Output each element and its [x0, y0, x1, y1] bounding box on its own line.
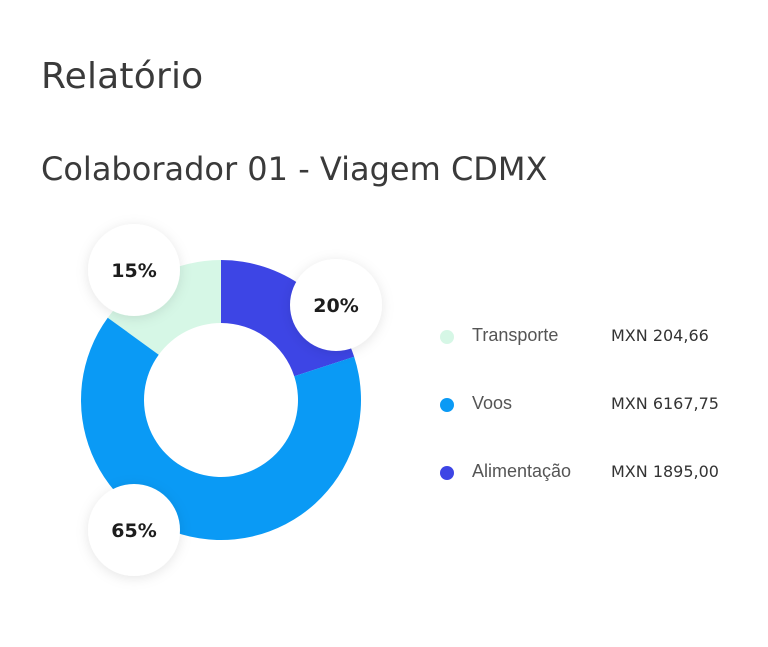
legend-dot-alimentacao [440, 466, 454, 480]
legend-label: Voos [472, 393, 513, 413]
legend-value: MXN 6167,75 [611, 394, 719, 413]
legend-label: Alimentação [472, 461, 572, 481]
chart-legend: Transporte MXN 204,66 Voos MXN 6167,75 A… [440, 320, 740, 524]
percent-bubble-voos: 65% [88, 484, 180, 576]
bubble-circle [290, 259, 382, 351]
legend-item-voos: Voos MXN 6167,75 [440, 388, 740, 456]
legend-value: MXN 1895,00 [611, 462, 719, 481]
legend-item-alimentacao: Alimentação MXN 1895,00 [440, 456, 740, 524]
bubble-circle [88, 224, 180, 316]
bubble-circle [88, 484, 180, 576]
percent-label: 20% [313, 295, 358, 317]
legend-dot-transporte [440, 330, 454, 344]
donut-slice-transporte [107, 260, 221, 355]
legend-label: Transporte [472, 325, 559, 345]
percent-bubble-transporte: 15% [88, 224, 180, 316]
percent-label: 15% [111, 260, 156, 282]
percent-label: 65% [111, 520, 156, 542]
page-title: Relatório [41, 56, 204, 97]
percent-bubble-alimentacao: 20% [290, 259, 382, 351]
legend-value: MXN 204,66 [611, 326, 709, 345]
percent-bubbles: 15% 20% 65% [88, 224, 382, 576]
legend-item-transporte: Transporte MXN 204,66 [440, 320, 740, 388]
donut-slice-voos [80, 317, 361, 540]
report-subtitle: Colaborador 01 - Viagem CDMX [41, 150, 548, 188]
legend-dot-voos [440, 398, 454, 412]
